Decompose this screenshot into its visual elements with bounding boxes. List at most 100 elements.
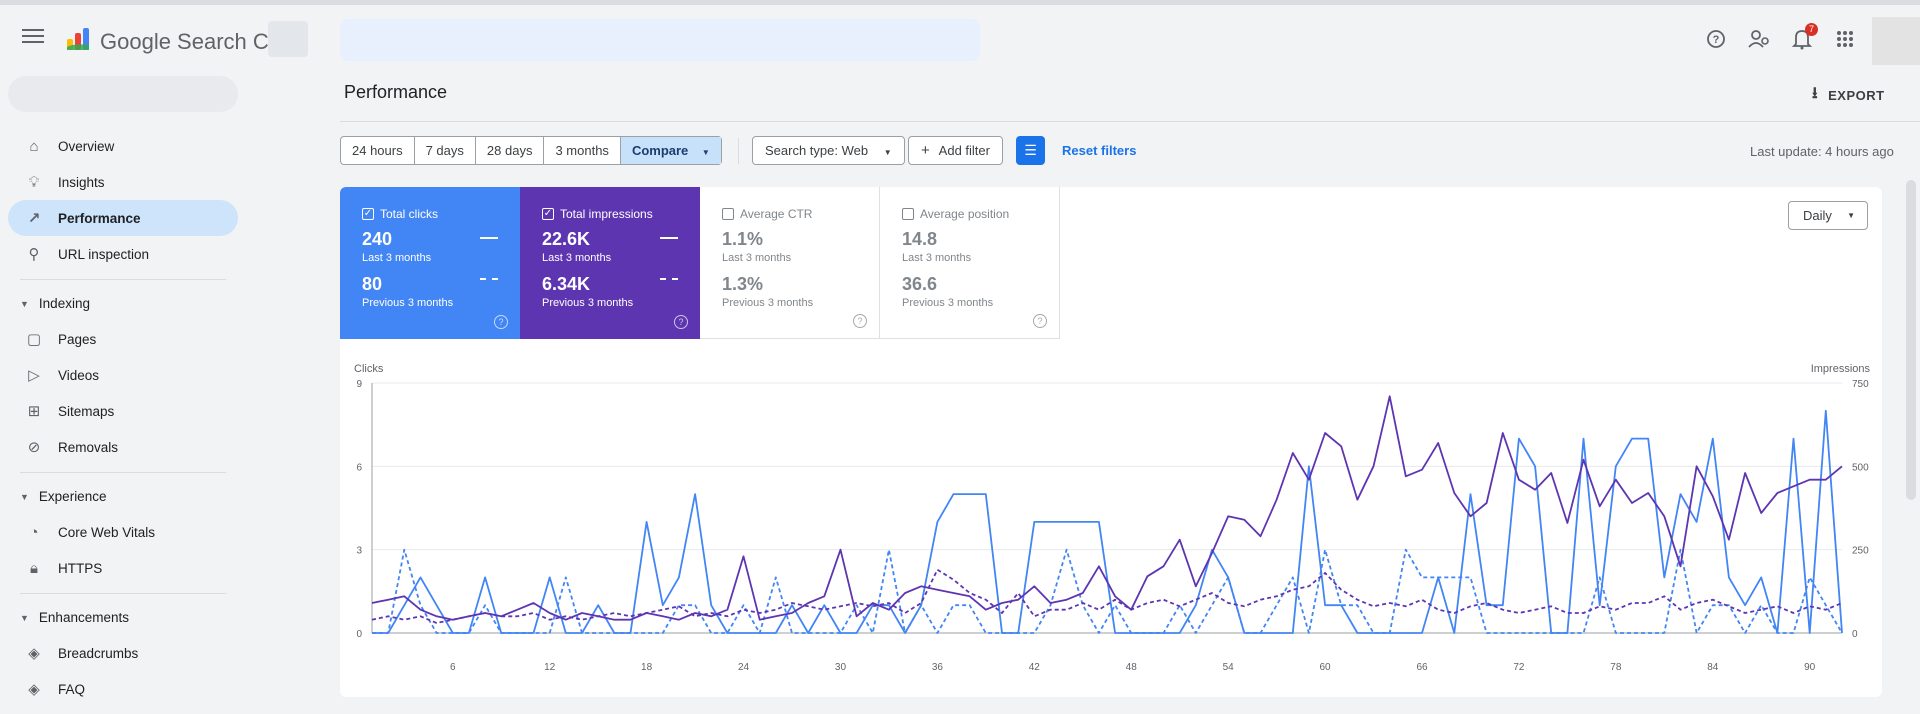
search-type-label: Search type: Web (765, 143, 869, 158)
range-28-days[interactable]: 28 days (476, 137, 545, 164)
sidebar-item-https[interactable]: 🔒︎ HTTPS (8, 550, 238, 586)
sidebar-item-overview[interactable]: ⌂ Overview (8, 128, 238, 164)
page-title: Performance (344, 82, 448, 102)
sidebar-item-pages[interactable]: ▢ Pages (8, 321, 238, 357)
y-axis-label-right: Impressions (1811, 363, 1871, 375)
top-bar: Google Search Con ? 7 (0, 0, 1920, 68)
help-icon[interactable]: ? (1702, 25, 1730, 53)
x-tick-label: 48 (1126, 662, 1138, 673)
range-24-hours[interactable]: 24 hours (341, 137, 415, 164)
manage-users-icon[interactable] (1745, 25, 1773, 53)
search-type-filter[interactable]: Search type: Web ▼ (752, 136, 905, 165)
sidebar-item-faq[interactable]: ◈ FAQ (8, 671, 238, 707)
sitemap-icon: ⊞ (27, 403, 41, 420)
sidebar-item-breadcrumbs[interactable]: ◈ Breadcrumbs (8, 635, 238, 671)
last-update-text: Last update: 4 hours ago (1750, 144, 1894, 159)
x-tick-label: 36 (932, 662, 944, 673)
apps-grid-icon[interactable] (1831, 25, 1859, 53)
sidebar-item-insights[interactable]: 💡︎ Insights (8, 164, 238, 200)
metric-average-ctr[interactable]: Average CTR 1.1% Last 3 months 1.3% Prev… (700, 187, 880, 339)
scrollbar[interactable] (1906, 180, 1916, 500)
granularity-dropdown[interactable]: Daily ▼ (1788, 201, 1868, 230)
metric-current-value: 1.1% (722, 229, 764, 249)
y-axis-label-left: Clicks (354, 363, 384, 375)
compare-label: Compare (631, 143, 689, 158)
export-button[interactable]: ⭳ EXPORT (1812, 82, 1885, 109)
avatar[interactable] (1872, 17, 1920, 65)
metric-current-value: 240 (362, 229, 393, 249)
caret-down-icon: ▼ (1847, 211, 1855, 220)
add-filter-button[interactable]: + Add filter (908, 136, 1003, 165)
sidebar-item-label: URL inspection (58, 246, 150, 262)
series-line-impr_last (371, 395, 1843, 621)
property-selector[interactable] (8, 76, 238, 112)
x-tick-label: 24 (738, 662, 750, 673)
sidebar-item-videos[interactable]: ▷ Videos (8, 357, 238, 393)
metric-previous-value: 6.34K (542, 274, 591, 294)
checkbox-unchecked-icon[interactable] (722, 208, 734, 220)
search-console-logo (67, 28, 89, 50)
x-tick-label: 12 (544, 662, 556, 673)
y-tick-label-right: 750 (1852, 379, 1869, 390)
metric-current-period: Last 3 months (722, 252, 792, 264)
redacted-block (268, 21, 308, 57)
help-icon[interactable]: ? (853, 314, 867, 328)
sidebar-item-sitemaps[interactable]: ⊞ Sitemaps (8, 393, 238, 429)
help-icon[interactable]: ? (494, 315, 508, 329)
metric-current-period: Last 3 months (542, 252, 612, 264)
sidebar-item-label: Sitemaps (58, 403, 115, 419)
x-tick-label: 78 (1610, 662, 1622, 673)
metric-label: Average position (920, 207, 1010, 221)
compare-dropdown[interactable]: Compare ▼ (620, 137, 721, 164)
performance-card: ✓ Total clicks 240 Last 3 months 80 Previ… (340, 187, 1882, 697)
notifications-icon[interactable]: 7 (1788, 23, 1818, 53)
range-3-months[interactable]: 3 months (544, 137, 621, 164)
metric-total-impressions[interactable]: ✓ Total impressions 22.6K Last 3 months 6… (520, 187, 700, 339)
metric-previous-period: Previous 3 months (362, 297, 454, 309)
x-tick-label: 90 (1804, 662, 1816, 673)
y-tick-label-right: 0 (1852, 629, 1858, 640)
divider (20, 279, 226, 280)
x-tick-label: 42 (1029, 662, 1041, 673)
help-icon[interactable]: ? (674, 315, 688, 329)
checkbox-checked-icon[interactable]: ✓ (362, 208, 374, 220)
y-tick-label-left: 0 (356, 629, 362, 640)
divider (340, 121, 1920, 122)
checkbox-checked-icon[interactable]: ✓ (542, 208, 554, 220)
divider (20, 472, 226, 473)
triangle-down-icon: ▼ (20, 491, 29, 502)
filter-settings-icon[interactable]: ☰ (1016, 136, 1045, 165)
section-experience[interactable]: ▼ Experience (20, 489, 106, 504)
reset-filters-link[interactable]: Reset filters (1062, 143, 1137, 158)
metric-label: Total impressions (560, 207, 653, 221)
search-input[interactable] (340, 19, 980, 61)
checkbox-unchecked-icon[interactable] (902, 208, 914, 220)
section-label: Enhancements (38, 610, 129, 625)
trending-up-icon: ↗ (27, 210, 41, 227)
range-7-days[interactable]: 7 days (415, 137, 476, 164)
divider (738, 138, 739, 164)
sidebar-item-label: Performance (58, 210, 141, 226)
caret-down-icon: ▼ (701, 148, 710, 157)
sidebar-item-label: Core Web Vitals (58, 524, 156, 540)
notification-badge: 7 (1805, 23, 1818, 36)
section-label: Experience (38, 489, 107, 504)
metric-label: Average CTR (740, 207, 813, 221)
help-icon[interactable]: ? (1033, 314, 1047, 328)
y-tick-label-right: 500 (1852, 462, 1869, 473)
export-label: EXPORT (1828, 88, 1885, 103)
dashed-line-legend-icon (480, 278, 498, 280)
sidebar-item-removals[interactable]: ⊘ Removals (8, 429, 238, 465)
section-enhancements[interactable]: ▼ Enhancements (20, 610, 129, 625)
sidebar-item-performance[interactable]: ↗ Performance (8, 200, 238, 236)
section-label: Indexing (38, 296, 90, 311)
metric-total-clicks[interactable]: ✓ Total clicks 240 Last 3 months 80 Previ… (340, 187, 520, 339)
sidebar-item-url-inspection[interactable]: ⚲ URL inspection (8, 236, 238, 272)
metric-previous-period: Previous 3 months (722, 297, 814, 309)
pages-icon: ▢ (26, 331, 42, 348)
series-line-clicks_last (372, 409, 1843, 634)
metric-average-position[interactable]: Average position 14.8 Last 3 months 36.6… (880, 187, 1060, 339)
sidebar-item-core-web-vitals[interactable]: ◔ Core Web Vitals (8, 514, 238, 550)
section-indexing[interactable]: ▼ Indexing (20, 296, 90, 311)
menu-icon[interactable] (20, 25, 46, 51)
